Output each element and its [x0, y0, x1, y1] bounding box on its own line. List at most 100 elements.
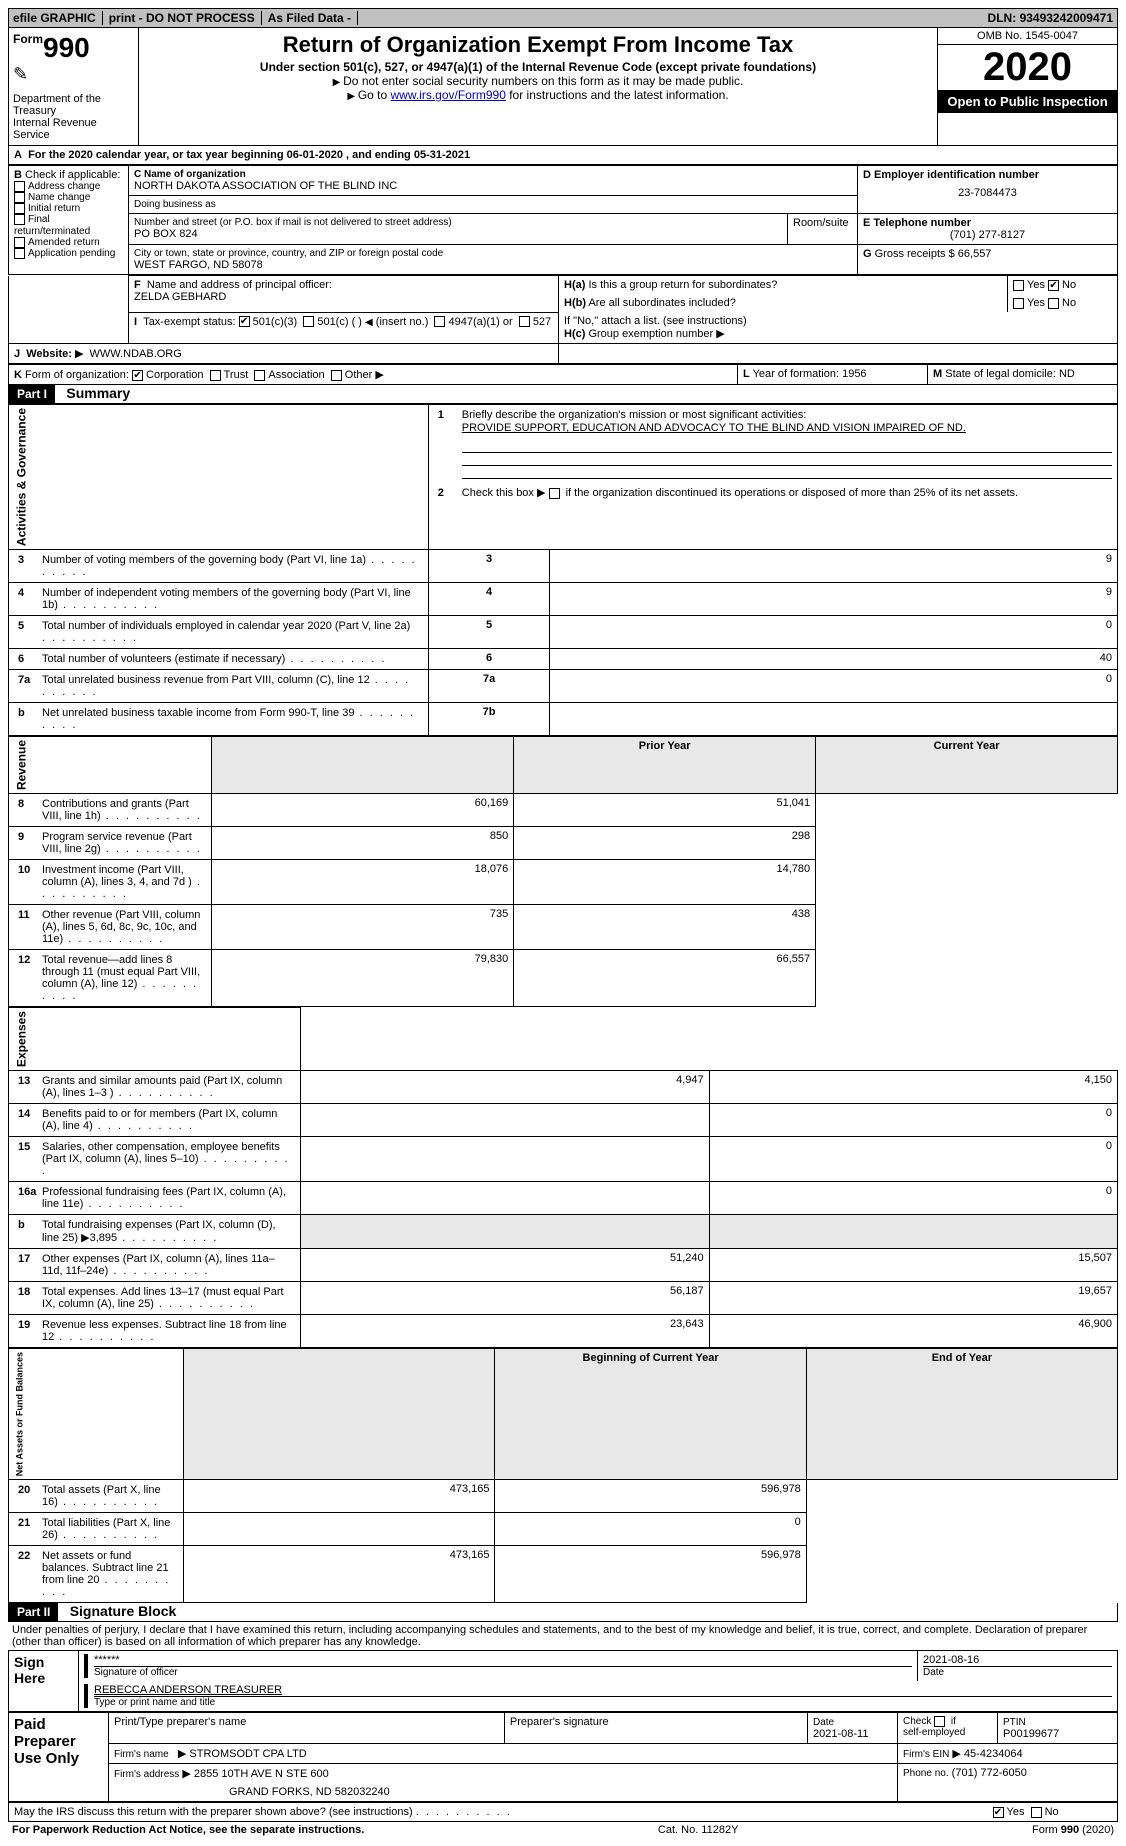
part2-title: Signature Block	[62, 1601, 185, 1621]
begin-year-hdr: Beginning of Current Year	[495, 1349, 806, 1480]
boxb-checkbox[interactable]	[14, 192, 25, 203]
hb-yes-checkbox[interactable]	[1013, 298, 1024, 309]
year-formation: 1956	[842, 368, 866, 380]
sig-date-label: Date	[923, 1666, 1112, 1678]
sign-here-label: Sign Here	[9, 1651, 79, 1712]
part1-title: Summary	[58, 383, 138, 403]
irs-label: Internal Revenue Service	[13, 117, 134, 141]
phone: (701) 277-8127	[863, 229, 1112, 241]
firm-ein-label: Firm's EIN	[903, 1749, 949, 1760]
part2-hdr: Part II	[9, 1603, 58, 1621]
hb-note: If "No," attach a list. (see instruction…	[564, 315, 1112, 327]
city-label: City or town, state or province, country…	[134, 248, 852, 259]
box-f-text: Name and address of principal officer:	[147, 279, 332, 291]
box-g-label: G	[863, 248, 872, 260]
side-expenses: Expenses	[9, 1008, 301, 1071]
prep-phone: (701) 772-6050	[952, 1767, 1027, 1779]
org-name: NORTH DAKOTA ASSOCIATION OF THE BLIND IN…	[134, 180, 852, 192]
city: WEST FARGO, ND 58078	[134, 259, 852, 271]
prep-date-label: Date	[813, 1717, 834, 1728]
i-527-checkbox[interactable]	[519, 316, 530, 327]
dba-label: Doing business as	[134, 199, 852, 210]
ptin: P00199677	[1003, 1728, 1059, 1740]
dept-label: Department of the Treasury	[13, 93, 134, 117]
ha-no-checkbox[interactable]	[1048, 280, 1059, 291]
current-year-hdr: Current Year	[816, 737, 1118, 794]
tax-year: 2020	[938, 45, 1117, 90]
boxb-checkbox[interactable]	[14, 181, 25, 192]
side-revenue: Revenue	[9, 737, 212, 794]
box-m-label: M	[933, 368, 942, 380]
k-assoc-checkbox[interactable]	[254, 370, 265, 381]
box-f-label: F	[134, 279, 141, 291]
ha-yes-checkbox[interactable]	[1013, 280, 1024, 291]
ptin-label: PTIN	[1003, 1717, 1026, 1728]
box-b-label: B	[14, 169, 22, 181]
self-employed-checkbox[interactable]	[934, 1716, 945, 1727]
ssn-notice: Do not enter social security numbers on …	[343, 74, 743, 88]
k-trust-checkbox[interactable]	[210, 370, 221, 381]
under-section: Under section 501(c), 527, or 4947(a)(1)…	[149, 60, 927, 74]
print-label: print - DO NOT PROCESS	[109, 11, 262, 25]
box-b-intro: Check if applicable:	[25, 169, 120, 181]
dln-label: DLN:	[988, 11, 1017, 25]
paperwork-notice: For Paperwork Reduction Act Notice, see …	[12, 1824, 364, 1836]
box-k-text: Form of organization:	[25, 369, 129, 381]
officer-name-title: REBECCA ANDERSON TREASURER	[94, 1684, 1112, 1696]
signature: ******	[94, 1654, 912, 1666]
discuss-no-checkbox[interactable]	[1031, 1807, 1042, 1818]
hb-text: Are all subordinates included?	[588, 297, 735, 309]
goto-post: for instructions and the latest informat…	[506, 88, 729, 102]
prior-year-hdr: Prior Year	[514, 737, 816, 794]
form-number: 990	[43, 32, 90, 63]
goto-pre: Go to	[358, 88, 391, 102]
inspection-notice: Open to Public Inspection	[938, 90, 1117, 113]
k-opt-0: Corporation	[146, 369, 203, 381]
prep-col-1: Preparer's signature	[504, 1713, 807, 1744]
box-l-label: L	[743, 368, 750, 380]
box-d-label: D Employer identification number	[863, 169, 1112, 181]
k-other-checkbox[interactable]	[331, 370, 342, 381]
asfiled-label: As Filed Data -	[268, 11, 358, 25]
firm-city: GRAND FORKS, ND 582032240	[109, 1783, 898, 1802]
k-opt-1: Trust	[224, 369, 249, 381]
i-opt-0: 501(c)(3)	[253, 316, 298, 328]
hc-text: Group exemption number	[588, 328, 713, 340]
paid-preparer-label: Paid Preparer Use Only	[9, 1713, 109, 1802]
boxb-checkbox[interactable]	[14, 203, 25, 214]
i-501c3-checkbox[interactable]	[239, 316, 250, 327]
cat-no: Cat. No. 11282Y	[658, 1824, 739, 1836]
gross-receipts: 66,557	[958, 248, 992, 260]
i-501c-checkbox[interactable]	[303, 316, 314, 327]
form-header: Form990 ✎ Department of the Treasury Int…	[8, 28, 1118, 146]
boxb-checkbox[interactable]	[14, 214, 25, 225]
i-4947-checkbox[interactable]	[434, 316, 445, 327]
omb-number: OMB No. 1545-0047	[938, 28, 1117, 45]
k-corp-checkbox[interactable]	[132, 370, 143, 381]
domicile: ND	[1059, 368, 1075, 380]
hc-label: H(c)	[564, 328, 585, 340]
row-a-text: For the 2020 calendar year, or tax year …	[28, 149, 470, 161]
ein: 23-7084473	[863, 187, 1112, 199]
discuss-yes-checkbox[interactable]	[993, 1807, 1004, 1818]
hb-no-checkbox[interactable]	[1048, 298, 1059, 309]
boxb-checkbox[interactable]	[14, 237, 25, 248]
box-j-label: J	[14, 348, 20, 360]
end-year-hdr: End of Year	[806, 1349, 1117, 1480]
q2-text: Check this box	[462, 487, 534, 499]
box-c-name-label: C Name of organization	[134, 169, 852, 180]
q2b-text: if the organization discontinued its ope…	[566, 487, 1019, 499]
boxb-checkbox[interactable]	[14, 248, 25, 259]
prep-phone-label: Phone no.	[903, 1768, 949, 1779]
i-opt-1: 501(c) ( )	[317, 316, 362, 328]
mission: PROVIDE SUPPORT, EDUCATION AND ADVOCACY …	[462, 422, 1112, 434]
goto-link[interactable]: www.irs.gov/Form990	[391, 88, 506, 102]
name-title-label: Type or print name and title	[94, 1696, 1112, 1708]
firm-addr-label: Firm's address	[114, 1769, 179, 1780]
street-label: Number and street (or P.O. box if mail i…	[134, 217, 782, 228]
street: PO BOX 824	[134, 228, 782, 240]
q2-checkbox[interactable]	[549, 488, 560, 499]
form-prefix: Form	[13, 32, 43, 46]
perjury-text: Under penalties of perjury, I declare th…	[8, 1622, 1118, 1650]
q1-text: Briefly describe the organization's miss…	[462, 409, 1108, 421]
